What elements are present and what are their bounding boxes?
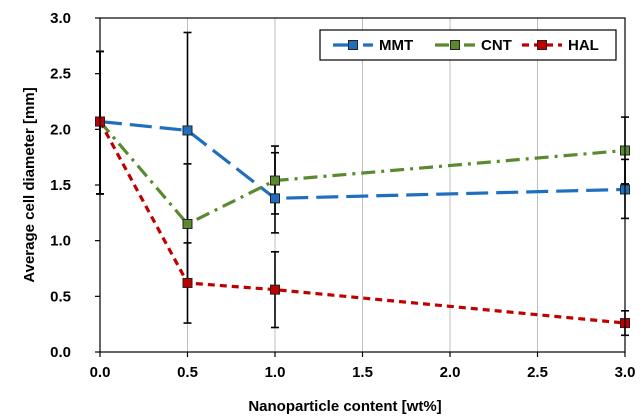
x-tick-label-0.5: 0.5 bbox=[177, 364, 198, 381]
y-tick-label-3.0: 3.0 bbox=[50, 10, 71, 27]
y-axis-title: Average cell diameter [mm] bbox=[21, 87, 38, 282]
legend-marker-cnt bbox=[450, 40, 460, 50]
legend-label-mmt: MMT bbox=[379, 37, 413, 54]
y-tick-label-2.5: 2.5 bbox=[50, 66, 71, 83]
data-point-cnt-1 bbox=[182, 218, 193, 229]
y-tick-label-0.0: 0.0 bbox=[50, 344, 71, 361]
data-point-hal-2 bbox=[270, 284, 280, 295]
series-line-hal bbox=[98, 120, 626, 325]
data-point-hal-1 bbox=[182, 277, 193, 288]
x-tick-label-1.5: 1.5 bbox=[352, 364, 373, 381]
series-line-cnt bbox=[98, 120, 626, 226]
legend-label-cnt: CNT bbox=[481, 37, 512, 54]
x-tick-label-0.0: 0.0 bbox=[90, 364, 111, 381]
y-tick-label-1.5: 1.5 bbox=[50, 177, 71, 194]
x-tick-label-3.0: 3.0 bbox=[615, 364, 636, 381]
series-line-mmt bbox=[99, 119, 626, 200]
grid-lines bbox=[187, 18, 626, 352]
legend: MMT CNT HAL bbox=[319, 29, 617, 61]
axes bbox=[95, 17, 626, 357]
legend-marker-mmt bbox=[348, 40, 358, 50]
y-tick-label-2.0: 2.0 bbox=[50, 121, 71, 138]
x-tick-label-1.0: 1.0 bbox=[265, 364, 286, 381]
legend-label-hal: HAL bbox=[568, 37, 599, 54]
data-point-cnt-2 bbox=[270, 175, 280, 186]
legend-marker-hal bbox=[537, 40, 547, 50]
x-tick-label-2.0: 2.0 bbox=[440, 364, 461, 381]
x-axis-title: Nanoparticle content [wt%] bbox=[248, 398, 441, 415]
data-point-mmt-1 bbox=[182, 125, 193, 136]
y-tick-label-0.5: 0.5 bbox=[50, 288, 71, 305]
series-lines bbox=[98, 119, 626, 325]
data-point-mmt-2 bbox=[270, 193, 280, 204]
x-tick-label-2.5: 2.5 bbox=[527, 364, 548, 381]
tick-labels: 0.0 0.5 1.0 1.5 2.0 2.5 3.0 0.0 0.5 1.0 1.5 2.0 2.5 3… bbox=[50, 10, 635, 381]
y-tick-label-1.0: 1.0 bbox=[50, 233, 71, 250]
